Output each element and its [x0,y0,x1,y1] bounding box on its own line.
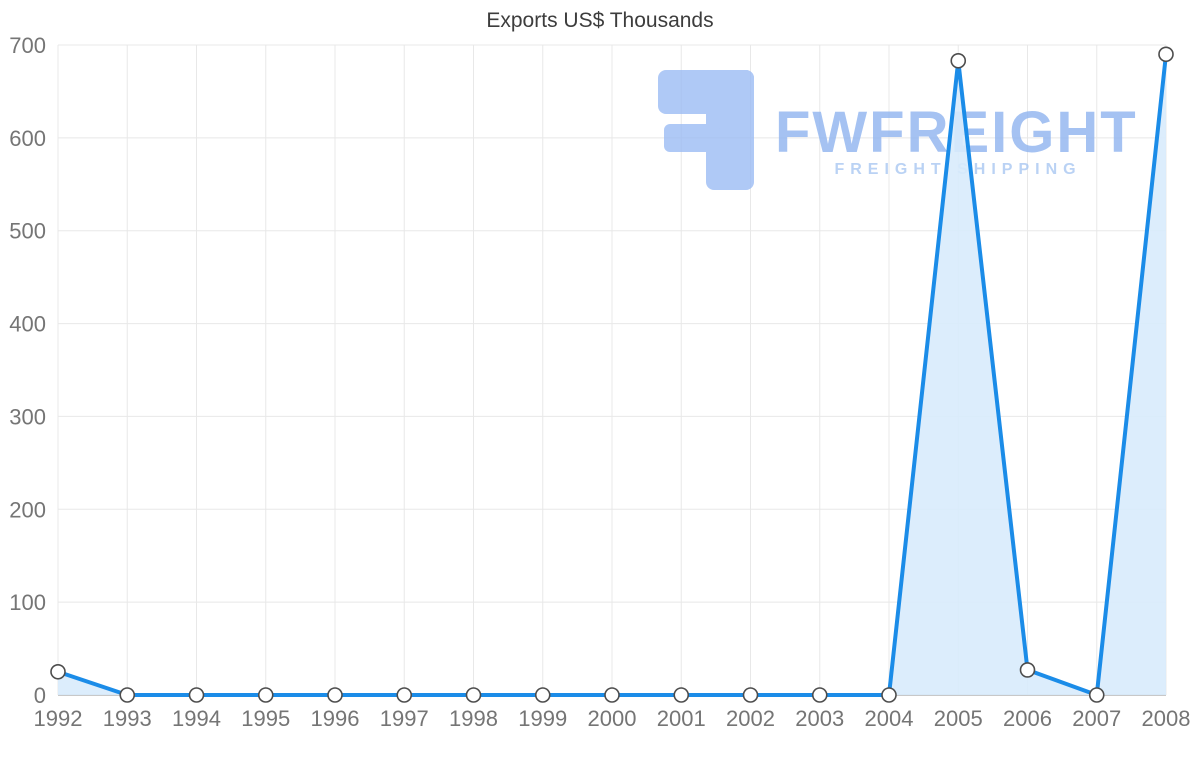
data-point-marker [742,687,759,703]
x-tick-label: 2000 [588,706,637,731]
x-tick-label: 1992 [34,706,83,731]
x-tick-label: 1996 [311,706,360,731]
x-tick-label: 2002 [726,706,775,731]
data-point-marker [1158,46,1174,63]
data-point-marker [396,687,413,703]
data-point-marker [327,687,343,703]
data-point-marker [811,687,828,703]
data-point-marker [604,687,620,703]
data-point-marker [534,687,551,703]
x-tick-label: 1999 [518,706,567,731]
watermark-logo-icon [664,124,720,152]
data-point-marker [1019,662,1036,678]
x-tick-label: 1997 [380,706,429,731]
x-tick-label: 2008 [1142,706,1191,731]
x-tick-label: 2004 [865,706,914,731]
y-tick-label: 500 [9,219,46,244]
data-point-marker [188,687,205,703]
x-tick-label: 1993 [103,706,152,731]
x-tick-label: 1998 [449,706,498,731]
x-tick-label: 1995 [241,706,290,731]
x-tick-label: 2003 [795,706,844,731]
data-point-marker [950,52,967,69]
y-tick-label: 700 [9,33,46,58]
y-tick-label: 400 [9,312,46,337]
x-tick-label: 2007 [1072,706,1121,731]
data-point-marker [673,687,690,703]
x-tick-label: 1994 [172,706,221,731]
watermark-logo-icon [706,70,754,190]
x-tick-label: 2006 [1003,706,1052,731]
data-point-marker [119,687,136,703]
data-point-marker [465,687,482,703]
y-tick-label: 600 [9,126,46,151]
y-tick-label: 200 [9,497,46,522]
chart-title: Exports US$ Thousands [486,9,714,32]
x-tick-label: 2005 [934,706,983,731]
data-point-marker [881,687,897,703]
y-tick-label: 300 [9,404,46,429]
y-tick-label: 100 [9,590,46,615]
data-point-marker [1088,687,1105,703]
data-point-marker [50,663,66,680]
watermark: FWFREIGHTFREIGHT SHIPPING [658,70,1136,190]
area-fill [58,54,1166,696]
x-tick-label: 2001 [657,706,706,731]
data-point-marker [257,687,274,703]
y-tick-label: 0 [34,683,46,708]
